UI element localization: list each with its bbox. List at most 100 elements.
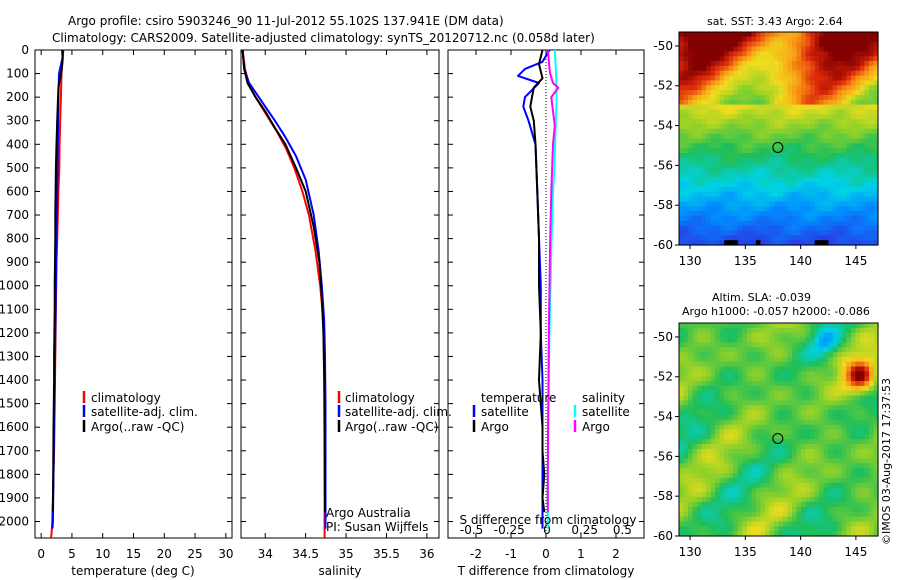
map-cell xyxy=(792,347,798,353)
map-cell xyxy=(873,531,879,537)
map-cell xyxy=(679,444,685,450)
map-cell xyxy=(778,337,784,343)
map-cell xyxy=(873,104,879,110)
map-cell xyxy=(869,337,875,343)
map-cell xyxy=(742,395,748,401)
map-cell xyxy=(737,124,743,130)
map-cell xyxy=(837,400,843,406)
map-cell xyxy=(746,361,752,368)
map-cell xyxy=(774,366,780,372)
map-cell xyxy=(796,395,802,401)
map-cell xyxy=(832,439,838,445)
map-cell xyxy=(864,196,870,202)
map-cell xyxy=(873,511,879,518)
map-cell xyxy=(737,119,743,125)
map-cell xyxy=(869,119,875,125)
map-cell xyxy=(837,521,843,527)
map-cell xyxy=(796,415,802,421)
map-cell xyxy=(837,56,843,62)
map-cell xyxy=(701,119,707,125)
map-cell xyxy=(864,56,870,62)
map-cell xyxy=(737,230,743,236)
map-cell xyxy=(733,225,739,231)
map-cell xyxy=(855,41,861,48)
map-cell xyxy=(697,507,703,513)
map-cell xyxy=(801,167,807,173)
map-cell xyxy=(688,51,694,57)
map-cell xyxy=(783,206,789,212)
map-cell xyxy=(688,177,694,183)
map-cell xyxy=(755,109,761,115)
map-cell xyxy=(737,415,743,421)
map-cell xyxy=(710,177,716,183)
map-cell xyxy=(832,128,838,135)
map-cell xyxy=(679,521,685,527)
map-cell xyxy=(764,36,770,43)
map-cell xyxy=(719,429,725,435)
map-cell xyxy=(859,323,865,329)
map-cell xyxy=(724,381,730,387)
map-cell xyxy=(746,434,752,440)
map-cell xyxy=(810,361,816,368)
map-cell xyxy=(873,526,879,532)
map-cell xyxy=(733,376,739,382)
map-cell xyxy=(814,458,820,464)
map-cell xyxy=(733,220,739,227)
map-cell xyxy=(706,477,712,484)
map-cell xyxy=(837,511,843,518)
map-cell xyxy=(697,361,703,368)
map-cell xyxy=(679,133,685,140)
map-cell xyxy=(805,361,811,368)
map-cell xyxy=(764,463,770,469)
map-cell xyxy=(814,531,820,537)
map-cell xyxy=(864,429,870,435)
map-cell xyxy=(769,453,775,460)
map-cell xyxy=(755,468,761,474)
map-cell xyxy=(787,240,793,246)
map-cell xyxy=(837,196,843,202)
map-cell xyxy=(688,439,694,445)
map-cell xyxy=(783,361,789,368)
map-cell xyxy=(724,395,730,401)
map-cell xyxy=(810,477,816,484)
map-cell xyxy=(679,323,685,329)
map-cell xyxy=(751,46,757,52)
map-cell xyxy=(873,90,879,96)
map-cell xyxy=(819,429,825,435)
map-cell xyxy=(859,85,865,91)
map-cell xyxy=(751,90,757,96)
map-cell xyxy=(832,153,838,159)
map-cell xyxy=(823,502,829,508)
map-cell xyxy=(715,502,721,508)
map-cell xyxy=(715,332,721,339)
map-cell xyxy=(801,94,807,101)
map-cell xyxy=(737,385,743,392)
map-cell xyxy=(783,366,789,372)
map-cell xyxy=(715,424,721,431)
map-cell xyxy=(873,429,879,435)
map-cell xyxy=(764,90,770,96)
map-cell xyxy=(755,157,761,164)
map-cell xyxy=(724,516,730,522)
map-cell xyxy=(710,371,716,377)
map-cell xyxy=(701,216,707,222)
map-cell xyxy=(869,94,875,101)
map-cell xyxy=(873,395,879,401)
map-cell xyxy=(715,337,721,343)
map-cell xyxy=(778,468,784,474)
map-cell xyxy=(828,342,834,348)
map-cell xyxy=(697,133,703,140)
map-cell xyxy=(792,468,798,474)
map-cell xyxy=(796,191,802,198)
map-cell xyxy=(706,225,712,231)
map-cell xyxy=(728,94,734,101)
map-cell xyxy=(692,225,698,231)
map-cell xyxy=(746,468,752,474)
map-cell xyxy=(850,366,856,372)
map-cell xyxy=(841,468,847,474)
map-cell xyxy=(787,196,793,202)
map-cell xyxy=(728,531,734,537)
map-cell xyxy=(742,196,748,202)
map-cell xyxy=(832,511,838,518)
x-tick-label: -1 xyxy=(505,547,517,561)
